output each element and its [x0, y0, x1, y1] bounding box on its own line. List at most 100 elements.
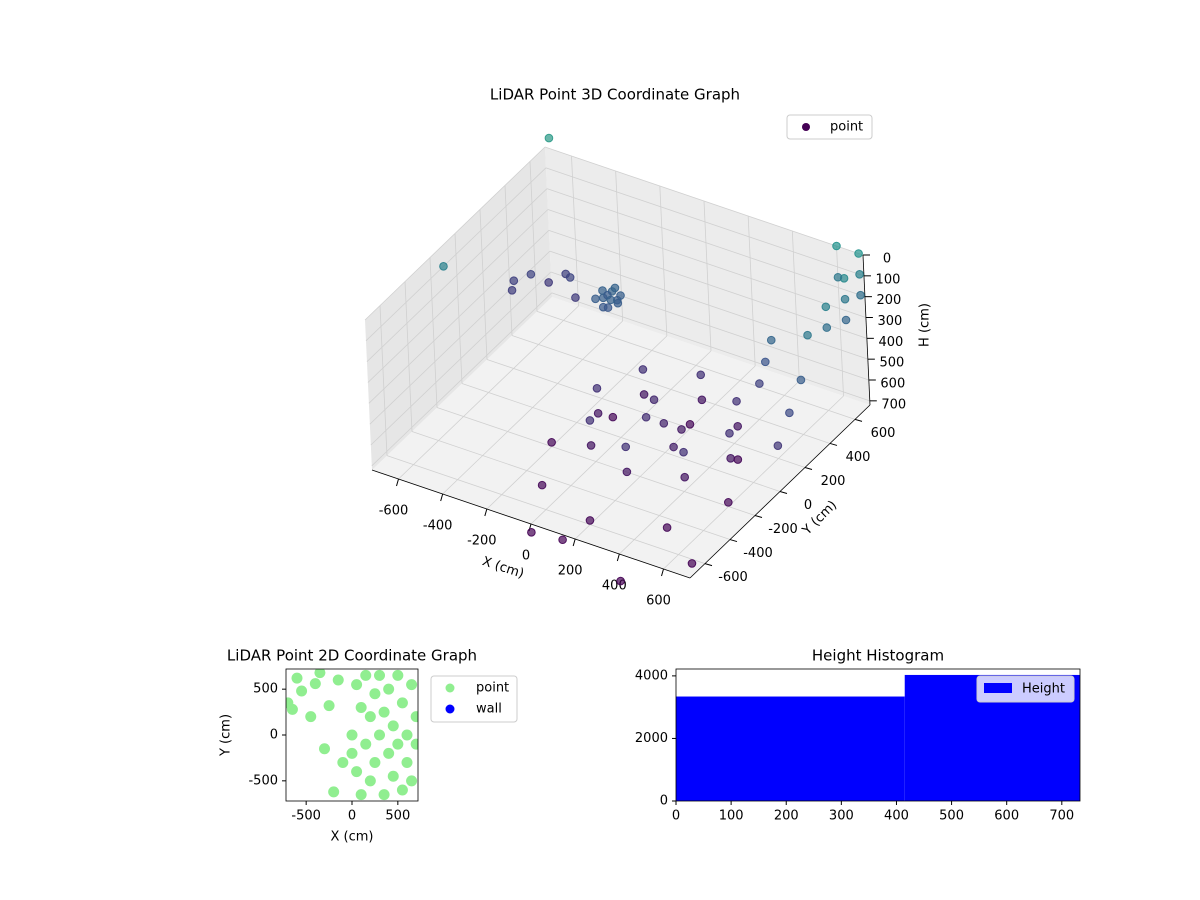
point	[766, 335, 776, 345]
point	[319, 743, 330, 755]
point	[616, 576, 625, 586]
y-axis-label: Y (cm)	[219, 714, 234, 757]
point	[346, 747, 358, 759]
point	[571, 293, 580, 302]
chart-title: LiDAR Point 3D Coordinate Graph	[490, 86, 740, 104]
point	[854, 249, 863, 258]
y-tick	[729, 539, 738, 543]
point	[697, 395, 707, 405]
point	[305, 711, 317, 723]
point	[586, 441, 596, 450]
grid-line	[368, 230, 550, 404]
point	[585, 516, 595, 525]
point	[840, 294, 850, 304]
point	[351, 766, 363, 778]
x-tick-label: 600	[646, 594, 671, 609]
point	[696, 370, 706, 380]
point	[410, 738, 418, 750]
point	[725, 429, 734, 438]
point	[374, 729, 385, 741]
y-tick-label: 4000	[635, 668, 668, 683]
point	[355, 789, 367, 801]
grid-line	[461, 383, 781, 492]
point	[833, 272, 843, 282]
axes-frame	[675, 668, 1081, 802]
x-tick-label: -600	[379, 504, 409, 519]
point	[733, 421, 743, 431]
x-tick	[396, 478, 399, 487]
x-tick-label: -500	[291, 809, 321, 824]
point	[822, 323, 832, 332]
x-tick-label: 0	[672, 809, 680, 824]
legend-box	[430, 675, 518, 723]
x-tick-label: 200	[774, 809, 799, 824]
y-tick-label: 600	[871, 426, 896, 441]
point	[680, 472, 690, 482]
grid-line	[546, 188, 866, 298]
point	[509, 276, 519, 285]
point	[622, 467, 632, 477]
legend-label: Height	[1022, 682, 1065, 697]
point	[526, 269, 536, 279]
point	[755, 379, 764, 388]
point	[558, 535, 567, 545]
x-tick-label: -200	[467, 534, 497, 549]
x-tick-label: -400	[423, 519, 453, 534]
point	[785, 408, 794, 418]
z-axis-line	[862, 254, 871, 406]
point	[309, 678, 321, 690]
grid-line	[545, 167, 865, 277]
point	[796, 375, 806, 385]
point	[378, 789, 390, 801]
grid-line	[511, 335, 831, 444]
y-tick-label: 200	[821, 474, 846, 489]
grid-line	[547, 209, 867, 318]
bar	[676, 696, 905, 801]
point	[401, 757, 413, 768]
x-tick	[484, 508, 488, 517]
z-tick-label: 200	[877, 293, 902, 308]
point	[537, 480, 547, 490]
point	[387, 770, 399, 782]
x-axis-label: X (cm)	[480, 554, 526, 582]
z-tick-label: 0	[883, 252, 891, 267]
grid-line	[544, 146, 864, 256]
x-tick-label: 200	[558, 564, 583, 579]
x-tick-label: 0	[522, 549, 530, 564]
z-tick-label: 400	[878, 335, 903, 350]
point	[396, 697, 408, 709]
y-tick	[704, 563, 713, 567]
legend-box	[976, 675, 1075, 703]
point	[360, 669, 372, 681]
grid-line	[370, 271, 552, 446]
grid-line	[369, 250, 551, 425]
y-tick-label: -400	[743, 546, 773, 561]
y-tick	[804, 466, 813, 470]
z-axis-label: H (cm)	[918, 303, 933, 347]
y-tick-label: 0	[270, 728, 278, 743]
z-tick-label: 300	[878, 314, 903, 329]
point	[406, 679, 418, 691]
point	[821, 302, 831, 312]
point	[733, 455, 743, 464]
point	[641, 412, 651, 422]
point	[687, 559, 697, 568]
point	[544, 133, 554, 143]
point	[773, 441, 783, 450]
point	[369, 757, 381, 768]
x-tick	[572, 538, 576, 547]
point	[374, 669, 385, 681]
y-tick-label: -600	[718, 570, 748, 585]
y-tick	[854, 418, 863, 422]
point	[724, 498, 733, 507]
chart-title: LiDAR Point 2D Coordinate Graph	[227, 647, 477, 665]
point	[328, 786, 340, 798]
y-tick	[829, 442, 838, 446]
z-tick-label: 500	[879, 356, 904, 371]
grid-line	[548, 229, 868, 339]
point	[396, 784, 408, 796]
point	[439, 262, 448, 271]
grid-line	[386, 455, 706, 564]
grid-line	[366, 188, 548, 362]
